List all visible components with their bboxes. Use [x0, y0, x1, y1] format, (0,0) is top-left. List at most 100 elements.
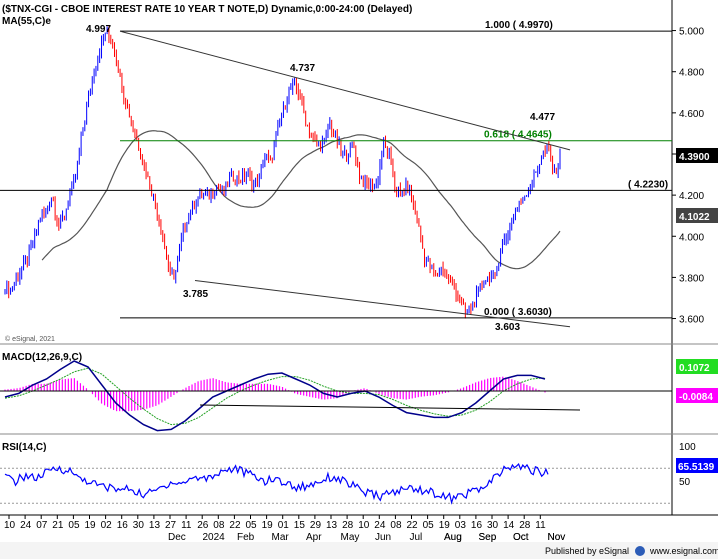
price-tick-label: 4.200: [679, 191, 704, 202]
macd-value-box: [676, 359, 718, 374]
x-tick-day: 21: [52, 520, 64, 531]
last-price-label: 4.3900: [679, 152, 710, 163]
x-tick-day: 05: [68, 520, 80, 531]
x-tick-day: 15: [294, 520, 306, 531]
price-tick-label: 3.800: [679, 273, 704, 284]
x-tick-day: 29: [310, 520, 322, 531]
x-tick-day: 11: [181, 520, 192, 531]
x-tick-day: 10: [4, 520, 16, 531]
price-tick-label: 4.800: [679, 68, 704, 79]
x-tick-month: Nov: [548, 532, 566, 543]
x-tick-day: 19: [85, 520, 97, 531]
rsi-value-label: 65.5139: [678, 462, 715, 473]
footer-publisher: Published by eSignal: [545, 546, 629, 556]
x-tick-month: Jun: [375, 532, 391, 543]
x-tick-day: 30: [133, 520, 145, 531]
x-tick-day: 01: [278, 520, 290, 531]
rsi-layer: [0, 463, 672, 505]
x-tick-month: Aug: [444, 532, 462, 543]
price-tick-label: 4.600: [679, 109, 704, 120]
ma-legend: MA(55,C)e: [2, 16, 51, 27]
x-tick-day: 07: [36, 520, 48, 531]
macd-hist-label: -0.0084: [679, 392, 713, 403]
macd-hist-box: [676, 388, 718, 403]
x-tick-month: Feb: [237, 532, 255, 543]
x-tick-day: 11: [535, 520, 546, 531]
level-label: 1.000 ( 4.9970): [485, 20, 553, 31]
x-tick-day: 30: [487, 520, 499, 531]
x-tick-day: 02: [101, 520, 113, 531]
x-tick-day: 16: [117, 520, 129, 531]
rsi-legend: RSI(14,C): [2, 442, 46, 453]
chart-title: ($TNX-CGI - CBOE INTEREST RATE 10 YEAR T…: [2, 4, 412, 15]
ma-layer: [41, 130, 561, 270]
x-tick-month: Jul: [410, 532, 423, 543]
x-tick-day: 03: [455, 520, 467, 531]
swing-label: 3.603: [495, 322, 520, 333]
price-labels-layer: 4.997 4.737 4.477 3.785 3.603: [86, 24, 555, 333]
macd-layer: [4, 360, 546, 432]
x-tick-day: 13: [326, 520, 338, 531]
x-tick-day: 16: [471, 520, 483, 531]
x-tick-day: 05: [246, 520, 258, 531]
level-label: 0.000 ( 3.6030): [484, 307, 552, 318]
x-tick-month: Aug: [444, 532, 462, 543]
x-tick-month: Oct: [513, 532, 529, 543]
trendline-layer: [119, 30, 571, 328]
x-tick-month: Nov: [548, 532, 566, 543]
price-tick-label: 5.000: [679, 27, 704, 38]
x-tick-month: Apr: [306, 532, 322, 543]
macd-line: [4, 360, 546, 432]
x-tick-day: 22: [407, 520, 419, 531]
swing-label: 4.737: [290, 63, 315, 74]
rsi-line: [4, 463, 549, 505]
esignal-logo-icon: [635, 546, 645, 556]
x-tick-month: May: [341, 532, 360, 543]
rsi-value-box: [676, 458, 718, 473]
esignal-credit: © eSignal, 2021: [5, 335, 55, 343]
price-tick-label: 3.600: [679, 315, 704, 326]
x-tick-month: 2024: [203, 532, 226, 543]
rsi-tick-50: 50: [679, 477, 691, 488]
levels-layer: 1.000 ( 4.9970) 0.618 ( 4.4645) ( 4.2230) 0…: [0, 20, 672, 319]
ma-value-box: [676, 208, 718, 223]
swing-label: 3.785: [183, 289, 208, 300]
x-tick-day: 22: [229, 520, 241, 531]
x-tick-day: 08: [213, 520, 225, 531]
x-tick-day: 27: [165, 520, 177, 531]
macd-legend: MACD(12,26,9,C): [2, 352, 82, 363]
macd-value-label: 0.1072: [679, 363, 710, 374]
macd-signal-line: [4, 367, 546, 426]
x-tick-month: Sep: [479, 532, 497, 543]
x-tick-day: 05: [423, 520, 435, 531]
x-tick-day: 08: [390, 520, 402, 531]
last-price-box: [676, 148, 718, 163]
x-axis-ticks: 10 24 07 21 05 19 02 16 30 13 27 11 26 08 22 05 19 01 15 29…: [4, 515, 565, 543]
rsi-tick-100: 100: [679, 442, 696, 453]
price-tick-label: 4.000: [679, 232, 704, 243]
x-tick-day: 28: [342, 520, 354, 531]
x-tick-day: 10: [358, 520, 370, 531]
swing-label: 4.997: [86, 24, 111, 35]
x-tick-day: 26: [197, 520, 209, 531]
trendline-upper: [119, 30, 571, 151]
level-label: ( 4.2230): [628, 179, 668, 190]
level-label: 0.618 ( 4.4645): [484, 130, 552, 141]
footer-site: www.esignal.com: [649, 546, 718, 556]
x-tick-day: 28: [519, 520, 531, 531]
macd-trendline: [199, 404, 581, 411]
x-tick-month: Mar: [272, 532, 290, 543]
x-tick-day: 14: [503, 520, 515, 531]
ma-value-label: 4.1022: [679, 212, 710, 223]
ma-line: [41, 130, 561, 270]
footer-bar: [0, 542, 718, 559]
x-tick-month: Dec: [168, 532, 186, 543]
x-tick-day: 19: [262, 520, 274, 531]
x-tick-month: Sep: [479, 532, 497, 543]
swing-label: 4.477: [530, 112, 555, 123]
trendline-lower: [194, 279, 571, 328]
x-tick-day: 24: [20, 520, 32, 531]
candles-layer: [4, 26, 561, 319]
